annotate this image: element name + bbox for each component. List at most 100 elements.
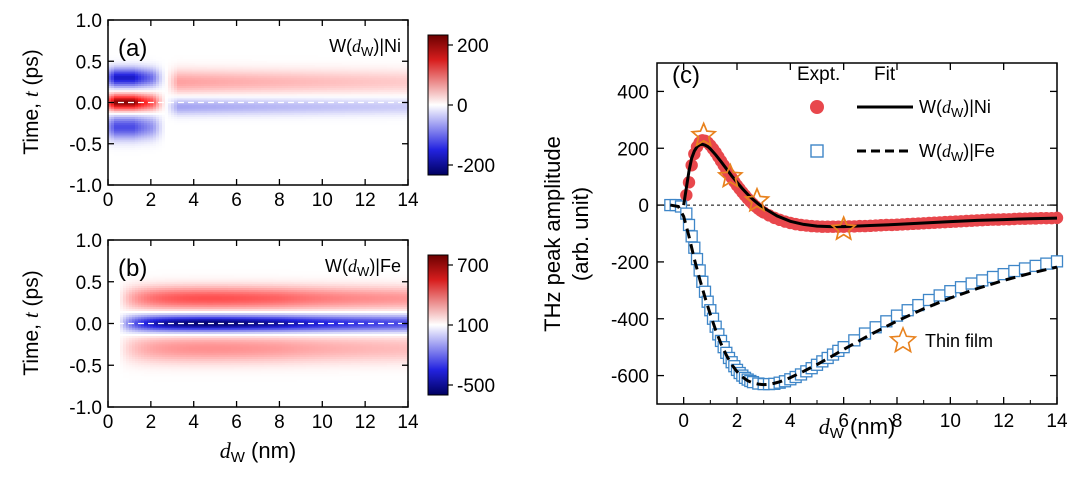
heatmap-cell xyxy=(156,81,160,85)
heatmap-cell xyxy=(129,152,133,155)
heatmap-cell xyxy=(120,137,124,141)
heatmap-cell xyxy=(129,180,133,184)
heatmap-cell xyxy=(144,40,148,44)
heatmap-cell xyxy=(153,98,157,102)
heatmap-cell xyxy=(120,178,124,182)
heatmap-cell xyxy=(153,38,157,42)
heatmap-cell xyxy=(117,106,121,110)
heatmap-cell xyxy=(111,152,115,155)
heatmap-cell xyxy=(147,104,151,108)
heatmap-cell xyxy=(126,168,130,172)
heatmap-cell xyxy=(117,73,121,77)
heatmap-cell xyxy=(150,104,154,108)
heatmap-cell xyxy=(147,42,151,46)
heatmap-cell xyxy=(120,106,124,110)
heatmap-cell xyxy=(150,75,154,79)
heatmap-cell xyxy=(141,116,145,120)
heatmap-cell xyxy=(147,28,151,31)
heatmap-cell xyxy=(159,65,163,69)
heatmap-cell xyxy=(150,176,154,180)
heatmap-cell xyxy=(129,24,133,27)
heatmap-cell xyxy=(108,180,112,184)
heatmap-cell xyxy=(120,75,124,79)
heatmap-cell xyxy=(123,141,127,145)
heatmap-cell xyxy=(117,79,121,83)
heatmap-cell xyxy=(153,46,157,50)
heatmap-cell xyxy=(159,98,163,102)
heatmap-cell xyxy=(147,162,151,165)
heatmap-cell xyxy=(159,86,163,89)
heatmap-cell xyxy=(159,83,163,87)
heatmap-cell xyxy=(156,108,160,112)
heatmap-cell xyxy=(156,147,160,151)
heatmap-cell xyxy=(144,158,148,161)
heatmap-cell xyxy=(129,158,133,161)
heatmap-cell xyxy=(132,36,136,40)
heatmap-cell xyxy=(126,112,130,116)
heatmap-cell xyxy=(108,162,112,165)
heatmap-cell xyxy=(120,40,124,44)
heatmap-cell xyxy=(129,102,133,106)
heatmap-cell xyxy=(114,135,118,139)
heatmap-cell xyxy=(114,26,118,29)
heatmap-cell xyxy=(132,114,136,118)
heatmap-cell xyxy=(147,83,151,87)
heatmap-cell xyxy=(141,123,145,126)
heatmap-cell xyxy=(120,50,124,54)
heatmap-cell xyxy=(120,139,124,143)
heatmap-cell xyxy=(141,112,145,116)
heatmap-cell xyxy=(150,160,154,163)
heatmap-cell xyxy=(120,143,124,147)
heatmap-cell xyxy=(132,42,136,46)
heatmap-cell xyxy=(123,106,127,110)
heatmap-cell xyxy=(126,174,130,178)
heatmap-cell xyxy=(156,44,160,48)
heatmap-cell xyxy=(117,112,121,116)
heatmap-cell xyxy=(153,79,157,83)
heatmap-cell xyxy=(117,50,121,54)
heatmap-cell xyxy=(147,125,151,128)
heatmap-cell xyxy=(147,94,151,97)
heatmap-cell xyxy=(147,149,151,153)
heatmap-cell xyxy=(120,59,124,62)
heatmap-cell xyxy=(135,71,139,75)
heatmap-cell xyxy=(114,83,118,87)
heatmap-cell xyxy=(120,90,124,93)
heatmap-cell xyxy=(159,106,163,110)
heatmap-cell xyxy=(135,98,139,102)
heatmap-cell xyxy=(156,160,160,163)
heatmap-cell xyxy=(111,106,115,110)
heatmap-cell xyxy=(114,81,118,85)
heatmap-cell xyxy=(132,164,136,168)
heatmap-cell xyxy=(129,139,133,143)
heatmap-cell xyxy=(147,180,151,184)
heatmap-cell xyxy=(126,26,130,29)
heatmap-cell xyxy=(147,164,151,168)
heatmap-cell xyxy=(132,67,136,71)
heatmap-cell xyxy=(150,168,154,172)
heatmap-cell xyxy=(126,24,130,27)
heatmap-cell xyxy=(138,156,142,159)
heatmap-cell xyxy=(117,176,121,180)
heatmap-cell xyxy=(123,145,127,149)
heatmap-cell xyxy=(144,22,148,25)
heatmap-cell xyxy=(111,158,115,161)
heatmap-cell xyxy=(114,147,118,151)
heatmap-cell xyxy=(114,46,118,50)
heatmap-cell xyxy=(108,166,112,170)
heatmap-cell xyxy=(111,121,115,124)
heatmap-cell xyxy=(147,121,151,124)
heatmap-cell xyxy=(138,67,142,71)
heatmap-cell xyxy=(138,180,142,184)
heatmap-cell xyxy=(114,143,118,147)
heatmap-cell xyxy=(141,131,145,135)
heatmap-cell xyxy=(147,170,151,174)
heatmap-cell xyxy=(150,139,154,143)
heatmap-cell xyxy=(126,102,130,106)
heatmap-cell xyxy=(132,40,136,44)
heatmap-cell xyxy=(147,112,151,116)
heatmap-cell xyxy=(132,50,136,54)
heatmap-cell xyxy=(114,86,118,89)
heatmap-cell xyxy=(108,110,112,114)
heatmap-cell xyxy=(132,61,136,64)
